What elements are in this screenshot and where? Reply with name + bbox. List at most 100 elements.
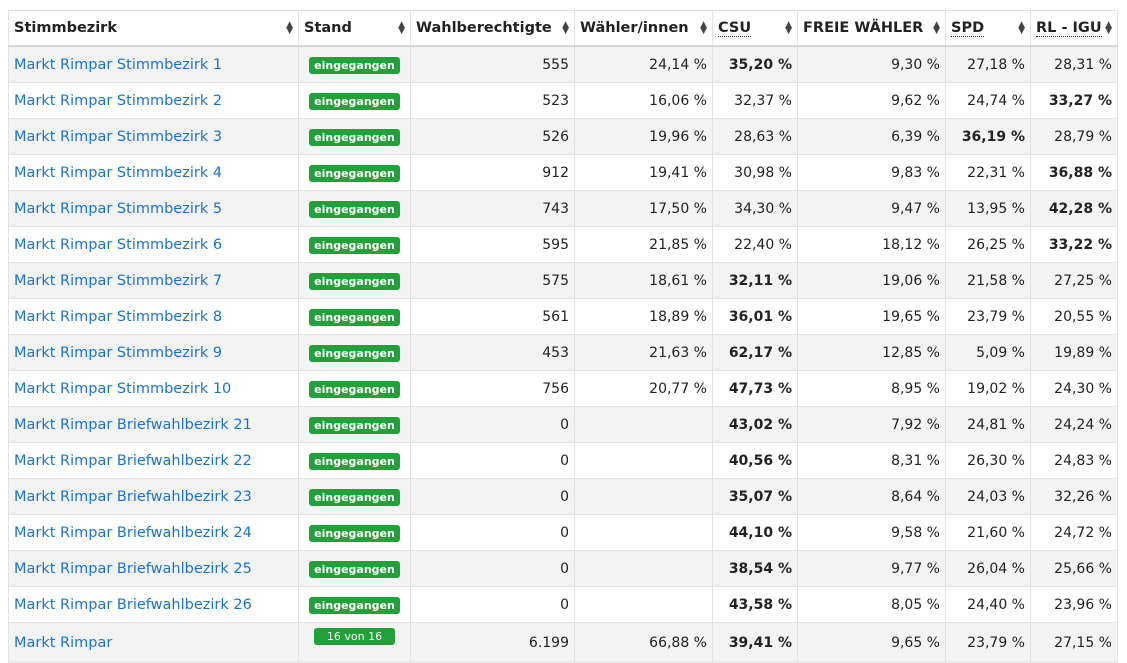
cell-csu: 30,98 % bbox=[712, 154, 798, 191]
district-link[interactable]: Markt Rimpar Stimmbezirk 8 bbox=[14, 308, 223, 325]
sort-updown-icon[interactable]: ▲ ▼ bbox=[933, 20, 940, 36]
column-header-label: Wähler/innen bbox=[580, 20, 689, 36]
cell-freie-waehler: 8,31 % bbox=[797, 442, 946, 479]
table-row: Markt Rimpar Briefwahlbezirk 23 eingegang… bbox=[8, 478, 1118, 515]
cell-stand: eingegangen bbox=[298, 154, 411, 191]
cell-stimmbezirk: Markt Rimpar Stimmbezirk 8 bbox=[8, 298, 299, 335]
cell-waehler: 20,77 % bbox=[574, 370, 713, 407]
cell-freie-waehler: 8,05 % bbox=[797, 586, 946, 623]
sort-updown-icon[interactable]: ▲ ▼ bbox=[398, 20, 405, 36]
table-row: Markt Rimpar Briefwahlbezirk 21 eingegang… bbox=[8, 406, 1118, 443]
column-header-rl-igu[interactable]: RL - IGU ▲ ▼ bbox=[1030, 10, 1118, 47]
cell-csu: 43,02 % bbox=[712, 406, 798, 443]
column-header-spd[interactable]: SPD ▲ ▼ bbox=[945, 10, 1031, 47]
sort-updown-icon[interactable]: ▲ ▼ bbox=[785, 20, 792, 36]
column-header-csu[interactable]: CSU ▲ ▼ bbox=[712, 10, 798, 47]
cell-stand: eingegangen bbox=[298, 226, 411, 263]
district-link[interactable]: Markt Rimpar Stimmbezirk 10 bbox=[14, 380, 232, 397]
cell-rl-igu: 33,22 % bbox=[1030, 226, 1118, 263]
cell-rl-igu: 23,96 % bbox=[1030, 586, 1118, 623]
table-row: Markt Rimpar Stimmbezirk 8 eingegangen 561… bbox=[8, 298, 1118, 335]
cell-stand: eingegangen bbox=[298, 298, 411, 335]
sort-updown-icon[interactable]: ▲ ▼ bbox=[1105, 20, 1112, 36]
district-link[interactable]: Markt Rimpar Stimmbezirk 2 bbox=[14, 92, 223, 109]
district-link[interactable]: Markt Rimpar Stimmbezirk 1 bbox=[14, 56, 223, 73]
district-link[interactable]: Markt Rimpar Briefwahlbezirk 21 bbox=[14, 416, 252, 433]
cell-spd: 21,60 % bbox=[945, 514, 1031, 551]
cell-rl-igu: 24,30 % bbox=[1030, 370, 1118, 407]
cell-rl-igu: 28,79 % bbox=[1030, 118, 1118, 155]
cell-wahlberechtigte: 0 bbox=[410, 406, 575, 443]
table-row: Markt Rimpar Stimmbezirk 10 eingegangen 75… bbox=[8, 370, 1118, 407]
cell-wahlberechtigte: 0 bbox=[410, 586, 575, 623]
status-badge: eingegangen bbox=[309, 128, 400, 146]
sort-updown-icon[interactable]: ▲ ▼ bbox=[286, 20, 293, 36]
district-link[interactable]: Markt Rimpar Briefwahlbezirk 22 bbox=[14, 452, 252, 469]
cell-csu: 35,07 % bbox=[712, 478, 798, 515]
column-header-freie-waehler[interactable]: FREIE WÄHLER ▲ ▼ bbox=[797, 10, 946, 47]
district-link[interactable]: Markt Rimpar Stimmbezirk 7 bbox=[14, 272, 223, 289]
cell-stand: eingegangen bbox=[298, 334, 411, 371]
cell-stimmbezirk: Markt Rimpar Stimmbezirk 2 bbox=[8, 82, 299, 119]
district-link[interactable]: Markt Rimpar Stimmbezirk 4 bbox=[14, 164, 223, 181]
sort-updown-icon[interactable]: ▲ ▼ bbox=[700, 20, 707, 36]
district-link[interactable]: Markt Rimpar Stimmbezirk 9 bbox=[14, 344, 223, 361]
cell-rl-igu: 32,26 % bbox=[1030, 478, 1118, 515]
table-row: Markt Rimpar Stimmbezirk 2 eingegangen 523… bbox=[8, 82, 1118, 119]
table-row: Markt Rimpar Stimmbezirk 6 eingegangen 595… bbox=[8, 226, 1118, 263]
cell-wahlberechtigte: 526 bbox=[410, 118, 575, 155]
cell-spd: 26,04 % bbox=[945, 550, 1031, 587]
cell-rl-igu: 24,72 % bbox=[1030, 514, 1118, 551]
district-link[interactable]: Markt Rimpar Briefwahlbezirk 26 bbox=[14, 596, 252, 613]
column-header-stimmbezirk[interactable]: Stimmbezirk ▲ ▼ bbox=[8, 10, 299, 47]
cell-stand: eingegangen bbox=[298, 45, 411, 83]
status-badge: eingegangen bbox=[309, 452, 400, 470]
cell-waehler bbox=[574, 550, 713, 587]
district-link[interactable]: Markt Rimpar Stimmbezirk 3 bbox=[14, 128, 223, 145]
cell-stimmbezirk: Markt Rimpar Stimmbezirk 6 bbox=[8, 226, 299, 263]
cell-spd: 26,30 % bbox=[945, 442, 1031, 479]
status-badge: eingegangen bbox=[309, 236, 400, 254]
cell-spd: 24,03 % bbox=[945, 478, 1031, 515]
status-badge: eingegangen bbox=[309, 416, 400, 434]
sort-updown-icon[interactable]: ▲ ▼ bbox=[1018, 20, 1025, 36]
cell-csu: 32,37 % bbox=[712, 82, 798, 119]
column-header-stand[interactable]: Stand ▲ ▼ bbox=[298, 10, 411, 47]
status-badge: eingegangen bbox=[309, 92, 400, 110]
cell-stand: eingegangen bbox=[298, 478, 411, 515]
district-link[interactable]: Markt Rimpar Briefwahlbezirk 23 bbox=[14, 488, 252, 505]
cell-stimmbezirk: Markt Rimpar Briefwahlbezirk 23 bbox=[8, 478, 299, 515]
column-header-label: Stimmbezirk bbox=[14, 20, 117, 36]
cell-spd: 24,81 % bbox=[945, 406, 1031, 443]
cell-freie-waehler: 19,65 % bbox=[797, 298, 946, 335]
cell-stand: eingegangen bbox=[298, 406, 411, 443]
column-header-label: Stand bbox=[304, 20, 352, 36]
cell-rl-igu: 24,83 % bbox=[1030, 442, 1118, 479]
cell-freie-waehler: 9,62 % bbox=[797, 82, 946, 119]
cell-wahlberechtigte: 0 bbox=[410, 478, 575, 515]
cell-waehler: 21,85 % bbox=[574, 226, 713, 263]
status-badge: eingegangen bbox=[309, 308, 400, 326]
status-badge: eingegangen bbox=[309, 56, 400, 74]
sort-updown-icon[interactable]: ▲ ▼ bbox=[562, 20, 569, 36]
cell-freie-waehler: 9,83 % bbox=[797, 154, 946, 191]
district-link[interactable]: Markt Rimpar Briefwahlbezirk 25 bbox=[14, 560, 252, 577]
column-header-wahlberechtigte[interactable]: Wahlberechtigte ▲ ▼ bbox=[410, 10, 575, 47]
cell-wahlberechtigte: 561 bbox=[410, 298, 575, 335]
cell-csu: 44,10 % bbox=[712, 514, 798, 551]
district-link[interactable]: Markt Rimpar Briefwahlbezirk 24 bbox=[14, 524, 252, 541]
cell-spd: 24,40 % bbox=[945, 586, 1031, 623]
cell-csu: 34,30 % bbox=[712, 190, 798, 227]
district-link[interactable]: Markt Rimpar Stimmbezirk 5 bbox=[14, 200, 223, 217]
table-row: Markt Rimpar Briefwahlbezirk 25 eingegang… bbox=[8, 550, 1118, 587]
cell-wahlberechtigte: 0 bbox=[410, 550, 575, 587]
cell-csu: 40,56 % bbox=[712, 442, 798, 479]
cell-spd: 13,95 % bbox=[945, 190, 1031, 227]
cell-stand: eingegangen bbox=[298, 262, 411, 299]
district-link[interactable]: Markt Rimpar Stimmbezirk 6 bbox=[14, 236, 223, 253]
cell-spd: 21,58 % bbox=[945, 262, 1031, 299]
cell-spd: 19,02 % bbox=[945, 370, 1031, 407]
column-header-waehler[interactable]: Wähler/innen ▲ ▼ bbox=[574, 10, 713, 47]
status-badge: 16 von 16 bbox=[313, 628, 396, 645]
cell-freie-waehler: 8,64 % bbox=[797, 478, 946, 515]
